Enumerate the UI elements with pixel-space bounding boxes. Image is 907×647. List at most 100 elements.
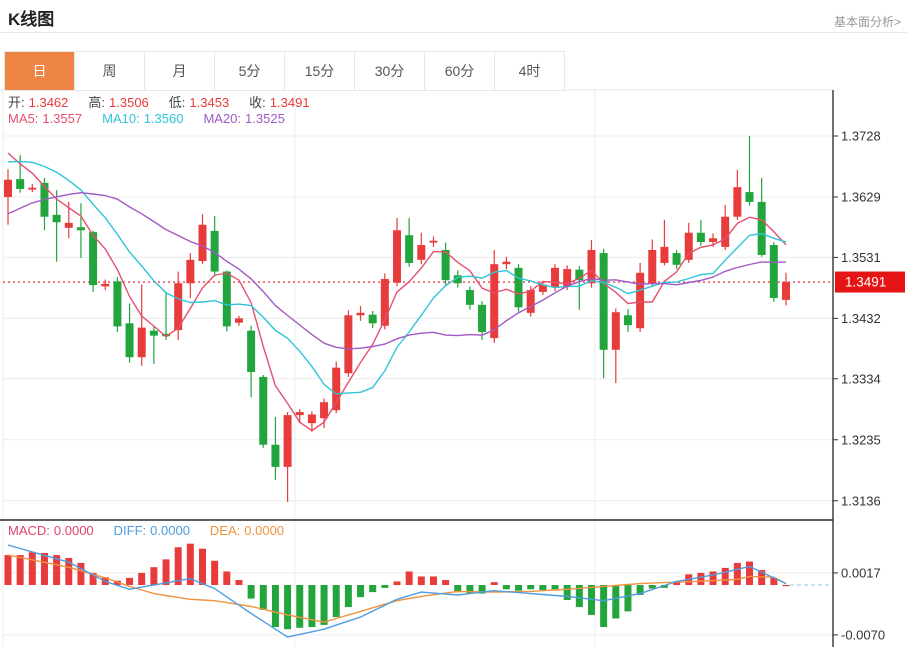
- macd-bar: [721, 567, 729, 585]
- candle-body: [368, 314, 377, 324]
- tab-interval-6[interactable]: 60分: [425, 52, 495, 90]
- candle-body: [137, 327, 146, 358]
- candle-body: [16, 179, 25, 189]
- macd-bar: [320, 585, 328, 625]
- page-title: K线图: [8, 10, 55, 29]
- candle-body: [198, 224, 207, 262]
- ma20-line: [7, 191, 787, 350]
- candle-body: [733, 187, 742, 217]
- candle-body: [174, 283, 183, 331]
- tab-interval-0[interactable]: 日: [5, 52, 75, 90]
- info-item: 高: 1.3506: [88, 95, 149, 110]
- fundamental-analysis-link[interactable]: 基本面分析>: [833, 15, 901, 29]
- macd-bar: [429, 576, 437, 585]
- macd-bar: [527, 585, 535, 590]
- tab-interval-3[interactable]: 5分: [215, 52, 285, 90]
- candle-body: [149, 330, 158, 336]
- macd-bar: [198, 548, 206, 585]
- macd-bar: [40, 552, 48, 585]
- tab-interval-7[interactable]: 4时: [495, 52, 564, 90]
- candle-body: [356, 312, 365, 316]
- candle-body: [575, 269, 584, 281]
- info-item: DEA: 0.0000: [209, 523, 285, 538]
- candle-body: [514, 267, 523, 308]
- candle-body: [648, 249, 657, 284]
- candle-body: [222, 271, 231, 327]
- macd-bar: [53, 555, 61, 585]
- candle-body: [76, 227, 85, 231]
- macd-bar: [502, 585, 510, 590]
- candle-body: [162, 333, 171, 337]
- macd-bar: [113, 580, 121, 585]
- ma-info: MA5: 1.3557 MA10: 1.3560 MA20: 1.3525: [8, 111, 305, 126]
- candle-body: [465, 290, 474, 305]
- macd-bar: [150, 567, 158, 585]
- macd-bar: [478, 585, 486, 594]
- macd-bar: [636, 585, 644, 595]
- info-item: DIFF: 0.0000: [113, 523, 190, 538]
- candle-body: [307, 414, 316, 424]
- macd-bar: [308, 585, 316, 628]
- macd-bar: [174, 547, 182, 585]
- macd-bar: [126, 577, 134, 585]
- macd-bar: [697, 572, 705, 585]
- candle-body: [636, 272, 645, 329]
- price-tick-label: 1.3334: [841, 371, 881, 386]
- macd-bar: [612, 585, 620, 619]
- candle-body: [611, 312, 620, 350]
- macd-bar: [235, 580, 243, 585]
- candle-body: [709, 238, 718, 242]
- ohlc-info: 开: 1.3462 高: 1.3506 低: 1.3453 收: 1.3491: [8, 92, 330, 111]
- candle-body: [587, 249, 596, 284]
- candle-body: [502, 261, 511, 265]
- candle-body: [392, 230, 401, 283]
- macd-info: MACD: 0.0000 DIFF: 0.0000 DEA: 0.0000: [8, 523, 304, 538]
- candle-body: [332, 367, 341, 411]
- tab-interval-4[interactable]: 15分: [285, 52, 355, 90]
- candle-body: [28, 187, 37, 190]
- price-tick-label: 1.3629: [841, 189, 881, 204]
- candle-body: [113, 281, 122, 327]
- candle-body: [417, 245, 426, 260]
- macd-bar: [357, 585, 365, 598]
- macd-bar: [381, 585, 389, 588]
- candle-body: [4, 179, 12, 197]
- candle-body: [745, 192, 754, 202]
- candle-body: [563, 269, 572, 287]
- macd-bar: [770, 577, 778, 585]
- macd-bar: [417, 576, 425, 585]
- candle-body: [247, 330, 256, 372]
- candle-body: [696, 232, 705, 242]
- candle-body: [405, 235, 414, 263]
- candle-body: [271, 444, 280, 467]
- info-item: 开: 1.3462: [8, 95, 69, 110]
- candle-body: [781, 282, 790, 300]
- tab-interval-1[interactable]: 周: [75, 52, 145, 90]
- candle-body: [453, 275, 462, 284]
- macd-bar: [673, 581, 681, 585]
- candle-body: [526, 290, 535, 313]
- macd-bar: [393, 581, 401, 585]
- macd-bar: [271, 585, 279, 628]
- macd-bar: [65, 557, 73, 585]
- macd-bar: [454, 585, 462, 593]
- info-item: MA20: 1.3525: [203, 111, 285, 126]
- macd-bar: [466, 585, 474, 594]
- tab-interval-2[interactable]: 月: [145, 52, 215, 90]
- candle-body: [684, 232, 693, 260]
- candle-body: [125, 323, 134, 358]
- macd-bar: [211, 560, 219, 585]
- macd-bar: [28, 552, 36, 585]
- macd-bar: [138, 572, 146, 585]
- macd-bar: [648, 585, 656, 589]
- candle-body: [769, 245, 778, 299]
- last-price-box: 1.3491: [835, 271, 905, 293]
- candle-body: [186, 259, 195, 284]
- macd-bar: [247, 585, 255, 599]
- macd-bar: [162, 559, 170, 585]
- macd-bar: [746, 561, 754, 585]
- diff-line: [7, 544, 787, 638]
- macd-bar: [442, 580, 450, 585]
- tab-interval-5[interactable]: 30分: [355, 52, 425, 90]
